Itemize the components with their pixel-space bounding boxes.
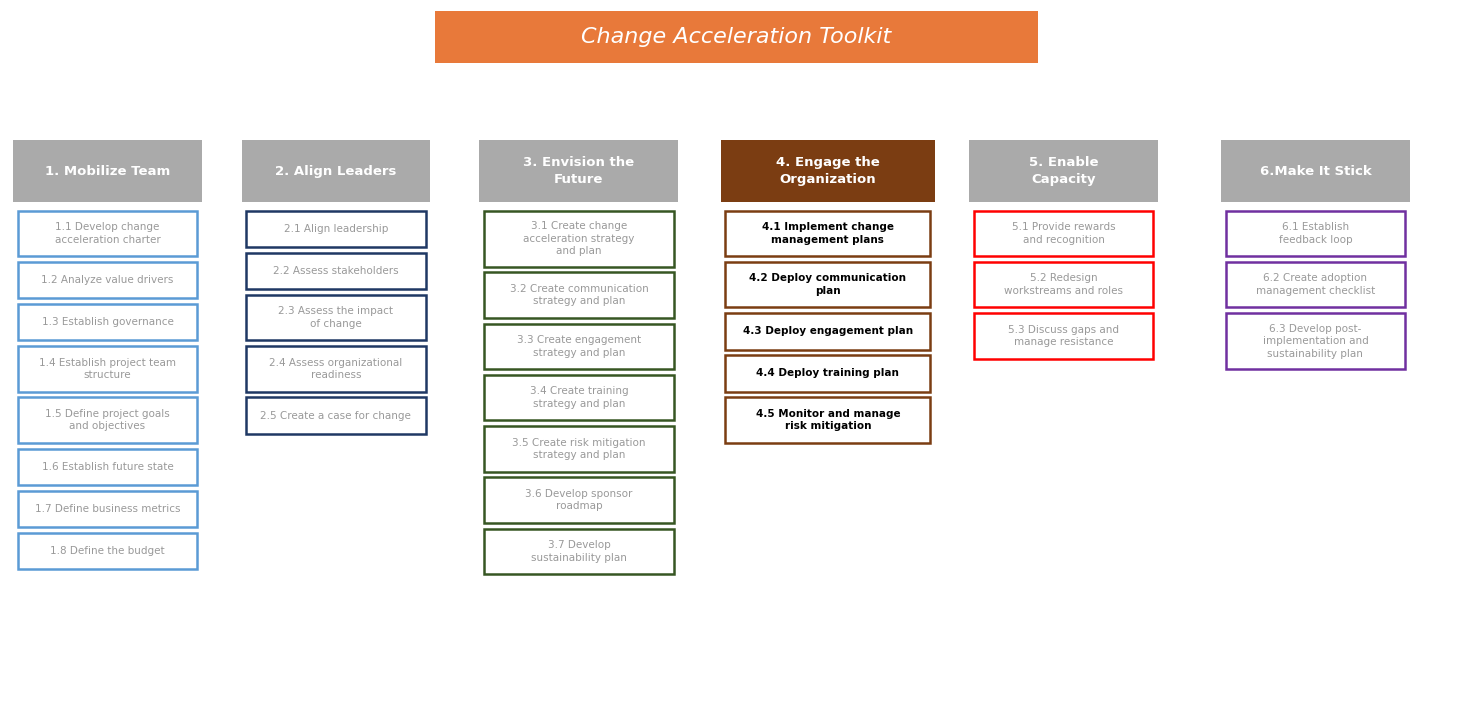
FancyBboxPatch shape [18,449,197,485]
FancyBboxPatch shape [974,313,1153,359]
FancyBboxPatch shape [13,140,202,202]
FancyBboxPatch shape [1221,140,1410,202]
FancyBboxPatch shape [18,346,197,392]
FancyBboxPatch shape [18,304,197,340]
FancyBboxPatch shape [242,140,430,202]
FancyBboxPatch shape [246,295,426,340]
FancyBboxPatch shape [246,397,426,434]
Text: Change Acceleration Toolkit: Change Acceleration Toolkit [582,27,891,47]
FancyBboxPatch shape [246,346,426,392]
Text: 3.5 Create risk mitigation
strategy and plan: 3.5 Create risk mitigation strategy and … [513,438,645,460]
Text: 6.2 Create adoption
management checklist: 6.2 Create adoption management checklist [1256,274,1374,296]
Text: 6.Make It Stick: 6.Make It Stick [1259,165,1371,178]
Text: 1.5 Define project goals
and objectives: 1.5 Define project goals and objectives [46,409,169,431]
FancyBboxPatch shape [726,355,931,392]
Text: 3.2 Create communication
strategy and plan: 3.2 Create communication strategy and pl… [510,284,648,306]
Text: 2. Align Leaders: 2. Align Leaders [275,165,396,178]
FancyBboxPatch shape [1226,262,1405,307]
Text: 3. Envision the
Future: 3. Envision the Future [523,157,635,186]
Text: 1.3 Establish governance: 1.3 Establish governance [41,317,174,327]
Text: 6.1 Establish
feedback loop: 6.1 Establish feedback loop [1279,223,1352,244]
FancyBboxPatch shape [726,262,931,307]
Text: 3.4 Create training
strategy and plan: 3.4 Create training strategy and plan [530,387,627,409]
Text: 5.2 Redesign
workstreams and roles: 5.2 Redesign workstreams and roles [1005,274,1122,296]
Text: 3.6 Develop sponsor
roadmap: 3.6 Develop sponsor roadmap [526,489,632,511]
Text: 1.2 Analyze value drivers: 1.2 Analyze value drivers [41,275,174,285]
Text: 5.3 Discuss gaps and
manage resistance: 5.3 Discuss gaps and manage resistance [1008,325,1119,347]
Text: 1.8 Define the budget: 1.8 Define the budget [50,546,165,556]
FancyBboxPatch shape [18,533,197,569]
Text: 4.5 Monitor and manage
risk mitigation: 4.5 Monitor and manage risk mitigation [756,409,900,431]
Text: 1.1 Develop change
acceleration charter: 1.1 Develop change acceleration charter [55,223,161,244]
Text: 4. Engage the
Organization: 4. Engage the Organization [776,157,879,186]
FancyBboxPatch shape [1226,313,1405,369]
Text: 4.4 Deploy training plan: 4.4 Deploy training plan [757,369,899,378]
FancyBboxPatch shape [246,211,426,247]
Text: 1.7 Define business metrics: 1.7 Define business metrics [35,504,180,514]
FancyBboxPatch shape [246,253,426,289]
Text: 2.1 Align leadership: 2.1 Align leadership [284,224,387,234]
Text: 3.3 Create engagement
strategy and plan: 3.3 Create engagement strategy and plan [517,336,641,357]
Text: 2.2 Assess stakeholders: 2.2 Assess stakeholders [273,266,399,276]
FancyBboxPatch shape [1226,211,1405,256]
Text: 3.1 Create change
acceleration strategy
and plan: 3.1 Create change acceleration strategy … [523,221,635,256]
FancyBboxPatch shape [483,211,675,267]
FancyBboxPatch shape [483,324,675,369]
FancyBboxPatch shape [726,397,931,443]
FancyBboxPatch shape [18,262,197,298]
FancyBboxPatch shape [483,529,675,574]
Text: 2.3 Assess the impact
of change: 2.3 Assess the impact of change [278,307,393,329]
FancyBboxPatch shape [18,211,197,256]
FancyBboxPatch shape [483,272,675,318]
Text: 2.5 Create a case for change: 2.5 Create a case for change [261,411,411,420]
Text: 1.4 Establish project team
structure: 1.4 Establish project team structure [38,358,177,380]
Text: 1. Mobilize Team: 1. Mobilize Team [44,165,171,178]
FancyBboxPatch shape [483,426,675,472]
FancyBboxPatch shape [726,211,931,256]
FancyBboxPatch shape [974,262,1153,307]
FancyBboxPatch shape [722,140,934,202]
FancyBboxPatch shape [726,313,931,350]
Text: 2.4 Assess organizational
readiness: 2.4 Assess organizational readiness [270,358,402,380]
FancyBboxPatch shape [18,491,197,527]
Text: 1.6 Establish future state: 1.6 Establish future state [41,462,174,472]
FancyBboxPatch shape [18,397,197,443]
Text: 6.3 Develop post-
implementation and
sustainability plan: 6.3 Develop post- implementation and sus… [1262,324,1368,359]
FancyBboxPatch shape [483,477,675,523]
Text: 3.7 Develop
sustainability plan: 3.7 Develop sustainability plan [530,541,627,562]
Text: 4.3 Deploy engagement plan: 4.3 Deploy engagement plan [742,326,913,336]
FancyBboxPatch shape [480,140,678,202]
Text: 4.2 Deploy communication
plan: 4.2 Deploy communication plan [750,274,906,296]
FancyBboxPatch shape [483,375,675,420]
FancyBboxPatch shape [435,11,1038,63]
Text: 4.1 Implement change
management plans: 4.1 Implement change management plans [762,223,894,244]
Text: 5.1 Provide rewards
and recognition: 5.1 Provide rewards and recognition [1012,223,1115,244]
FancyBboxPatch shape [969,140,1158,202]
Text: 5. Enable
Capacity: 5. Enable Capacity [1028,157,1099,186]
FancyBboxPatch shape [974,211,1153,256]
